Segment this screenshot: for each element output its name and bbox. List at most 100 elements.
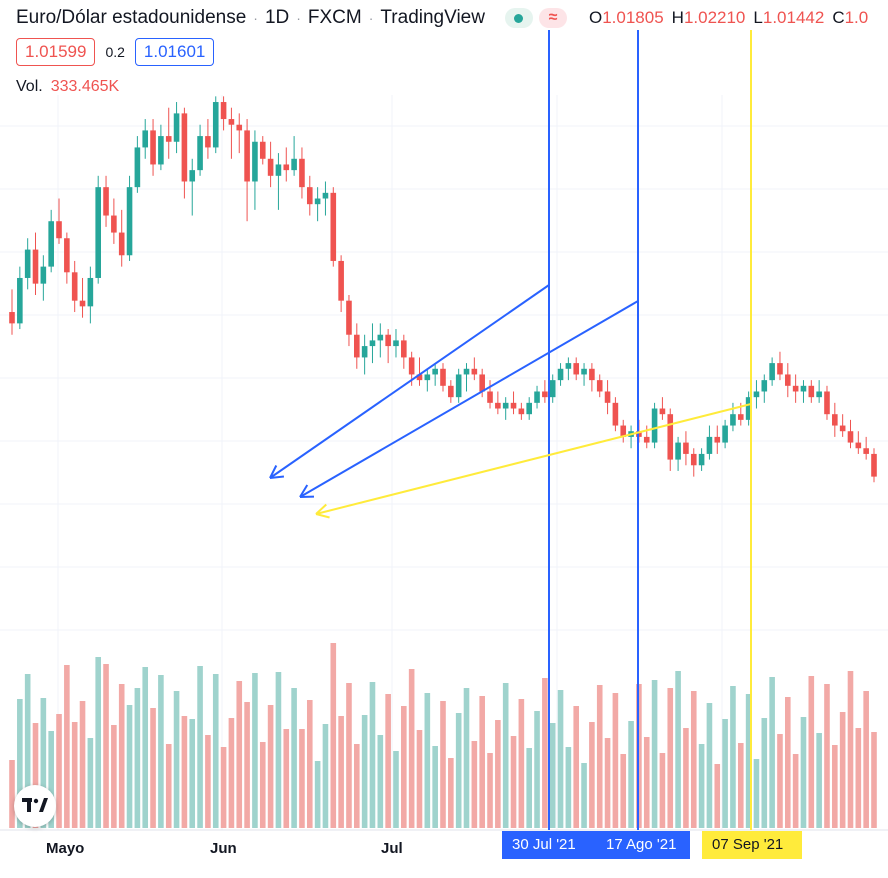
candle-body	[165, 136, 172, 142]
volume-bar	[134, 688, 141, 828]
buy-price-button[interactable]: 1.01601	[134, 38, 215, 66]
volume-bar	[565, 747, 572, 828]
volume-bar	[518, 699, 525, 828]
trend-arrow-yellow	[315, 403, 752, 515]
volume-bar	[455, 713, 462, 828]
candle-body	[463, 368, 470, 375]
time-marker-07-sep[interactable]: 07 Sep '21	[702, 831, 802, 859]
symbol-name[interactable]: Euro/Dólar estadounidense	[16, 7, 247, 28]
volume-bar	[236, 681, 243, 828]
volume-bar	[510, 736, 517, 828]
volume-bar	[863, 691, 869, 828]
provider-label: TradingView	[380, 7, 485, 28]
close-value: 1.0	[844, 8, 869, 27]
sell-price-button[interactable]: 1.01599	[16, 38, 96, 66]
volume-bar	[212, 674, 219, 828]
candle-body	[95, 187, 101, 278]
volume-bar	[220, 747, 227, 828]
candle-body	[259, 141, 266, 159]
candle-body	[236, 124, 243, 131]
candle-body	[401, 340, 407, 358]
candle-body	[79, 300, 86, 307]
candle-body	[126, 187, 133, 256]
candle-body	[565, 363, 572, 369]
volume-bar	[118, 684, 125, 828]
candle-body	[573, 363, 580, 375]
volume-bar	[346, 683, 352, 828]
candle-body	[87, 277, 94, 307]
candle-body	[56, 221, 62, 239]
interval-label[interactable]: 1D	[264, 7, 290, 28]
candle-body	[134, 147, 141, 188]
volume-bar	[32, 723, 39, 828]
candle-body	[220, 102, 227, 120]
candle-body	[432, 368, 438, 375]
volume-bar	[306, 700, 313, 828]
volume-bar	[142, 667, 149, 828]
tradingview-logo-icon[interactable]	[14, 785, 56, 827]
volume-bar	[354, 744, 360, 828]
candle-body	[847, 431, 854, 443]
candle-body	[181, 113, 188, 182]
candle-body	[487, 391, 493, 403]
volume-bar	[792, 754, 799, 828]
candle-body	[408, 357, 415, 375]
volume-bar	[549, 723, 556, 828]
trend-arrow-yellow-head	[315, 513, 330, 519]
volume-bar	[628, 721, 634, 828]
volume-bar	[722, 719, 728, 828]
volume-bar	[847, 671, 854, 828]
volume-bar	[252, 673, 258, 828]
volume-bar	[56, 714, 62, 828]
volume-bar	[785, 697, 791, 828]
candle-body	[71, 272, 78, 301]
volume-bar	[667, 688, 674, 828]
volume-legend[interactable]: Vol. 333.465K	[16, 78, 119, 96]
candle-body	[103, 187, 109, 216]
volume-bar	[761, 718, 768, 828]
candle-body	[808, 385, 815, 398]
volume-bar	[542, 678, 548, 828]
candle-body	[377, 334, 384, 341]
volume-bar	[753, 759, 760, 828]
candle-body	[502, 402, 509, 409]
volume-bar	[832, 745, 838, 828]
volume-bar	[40, 698, 47, 828]
volume-bar	[573, 706, 580, 828]
candle-body	[322, 192, 329, 199]
volume-bar	[534, 711, 540, 828]
volume-bar	[448, 758, 454, 828]
volume-bar	[432, 746, 438, 828]
volume-bar	[173, 691, 180, 828]
volume-bar	[126, 705, 133, 828]
open-value: 1.01805	[602, 8, 664, 27]
candle-body	[690, 453, 697, 466]
candle-body	[479, 374, 485, 392]
delayed-data-icon[interactable]: ≈	[538, 8, 567, 28]
candle-body	[542, 391, 548, 398]
exchange-label: FXCM	[307, 7, 362, 28]
candle-body	[228, 119, 235, 125]
volume-bar	[244, 702, 250, 828]
tradingview-logo-glyph	[22, 798, 48, 812]
bid-ask-panel: 1.01599 0.2 1.01601	[16, 38, 215, 66]
volume-bar	[714, 764, 721, 828]
candle-body	[675, 442, 681, 460]
trend-arrow-blue-1	[269, 284, 550, 479]
volume-bar	[338, 716, 344, 828]
market-open-dot-icon[interactable]	[504, 8, 533, 28]
volume-bar	[79, 701, 86, 828]
candle-body	[816, 391, 822, 398]
volume-bar	[698, 744, 705, 828]
candle-body	[698, 453, 705, 466]
volume-bar	[643, 737, 650, 828]
volume-bar	[589, 722, 595, 828]
ohlc-values: O1.01805 H1.02210 L1.01442 C1.0	[588, 8, 869, 27]
candle-body	[142, 130, 149, 148]
time-marker-17-ago[interactable]: 17 Ago '21	[596, 831, 690, 859]
candle-body	[205, 136, 211, 148]
candle-body	[197, 136, 203, 171]
candle-body	[48, 221, 54, 267]
market-status[interactable]: ≈	[504, 8, 567, 28]
